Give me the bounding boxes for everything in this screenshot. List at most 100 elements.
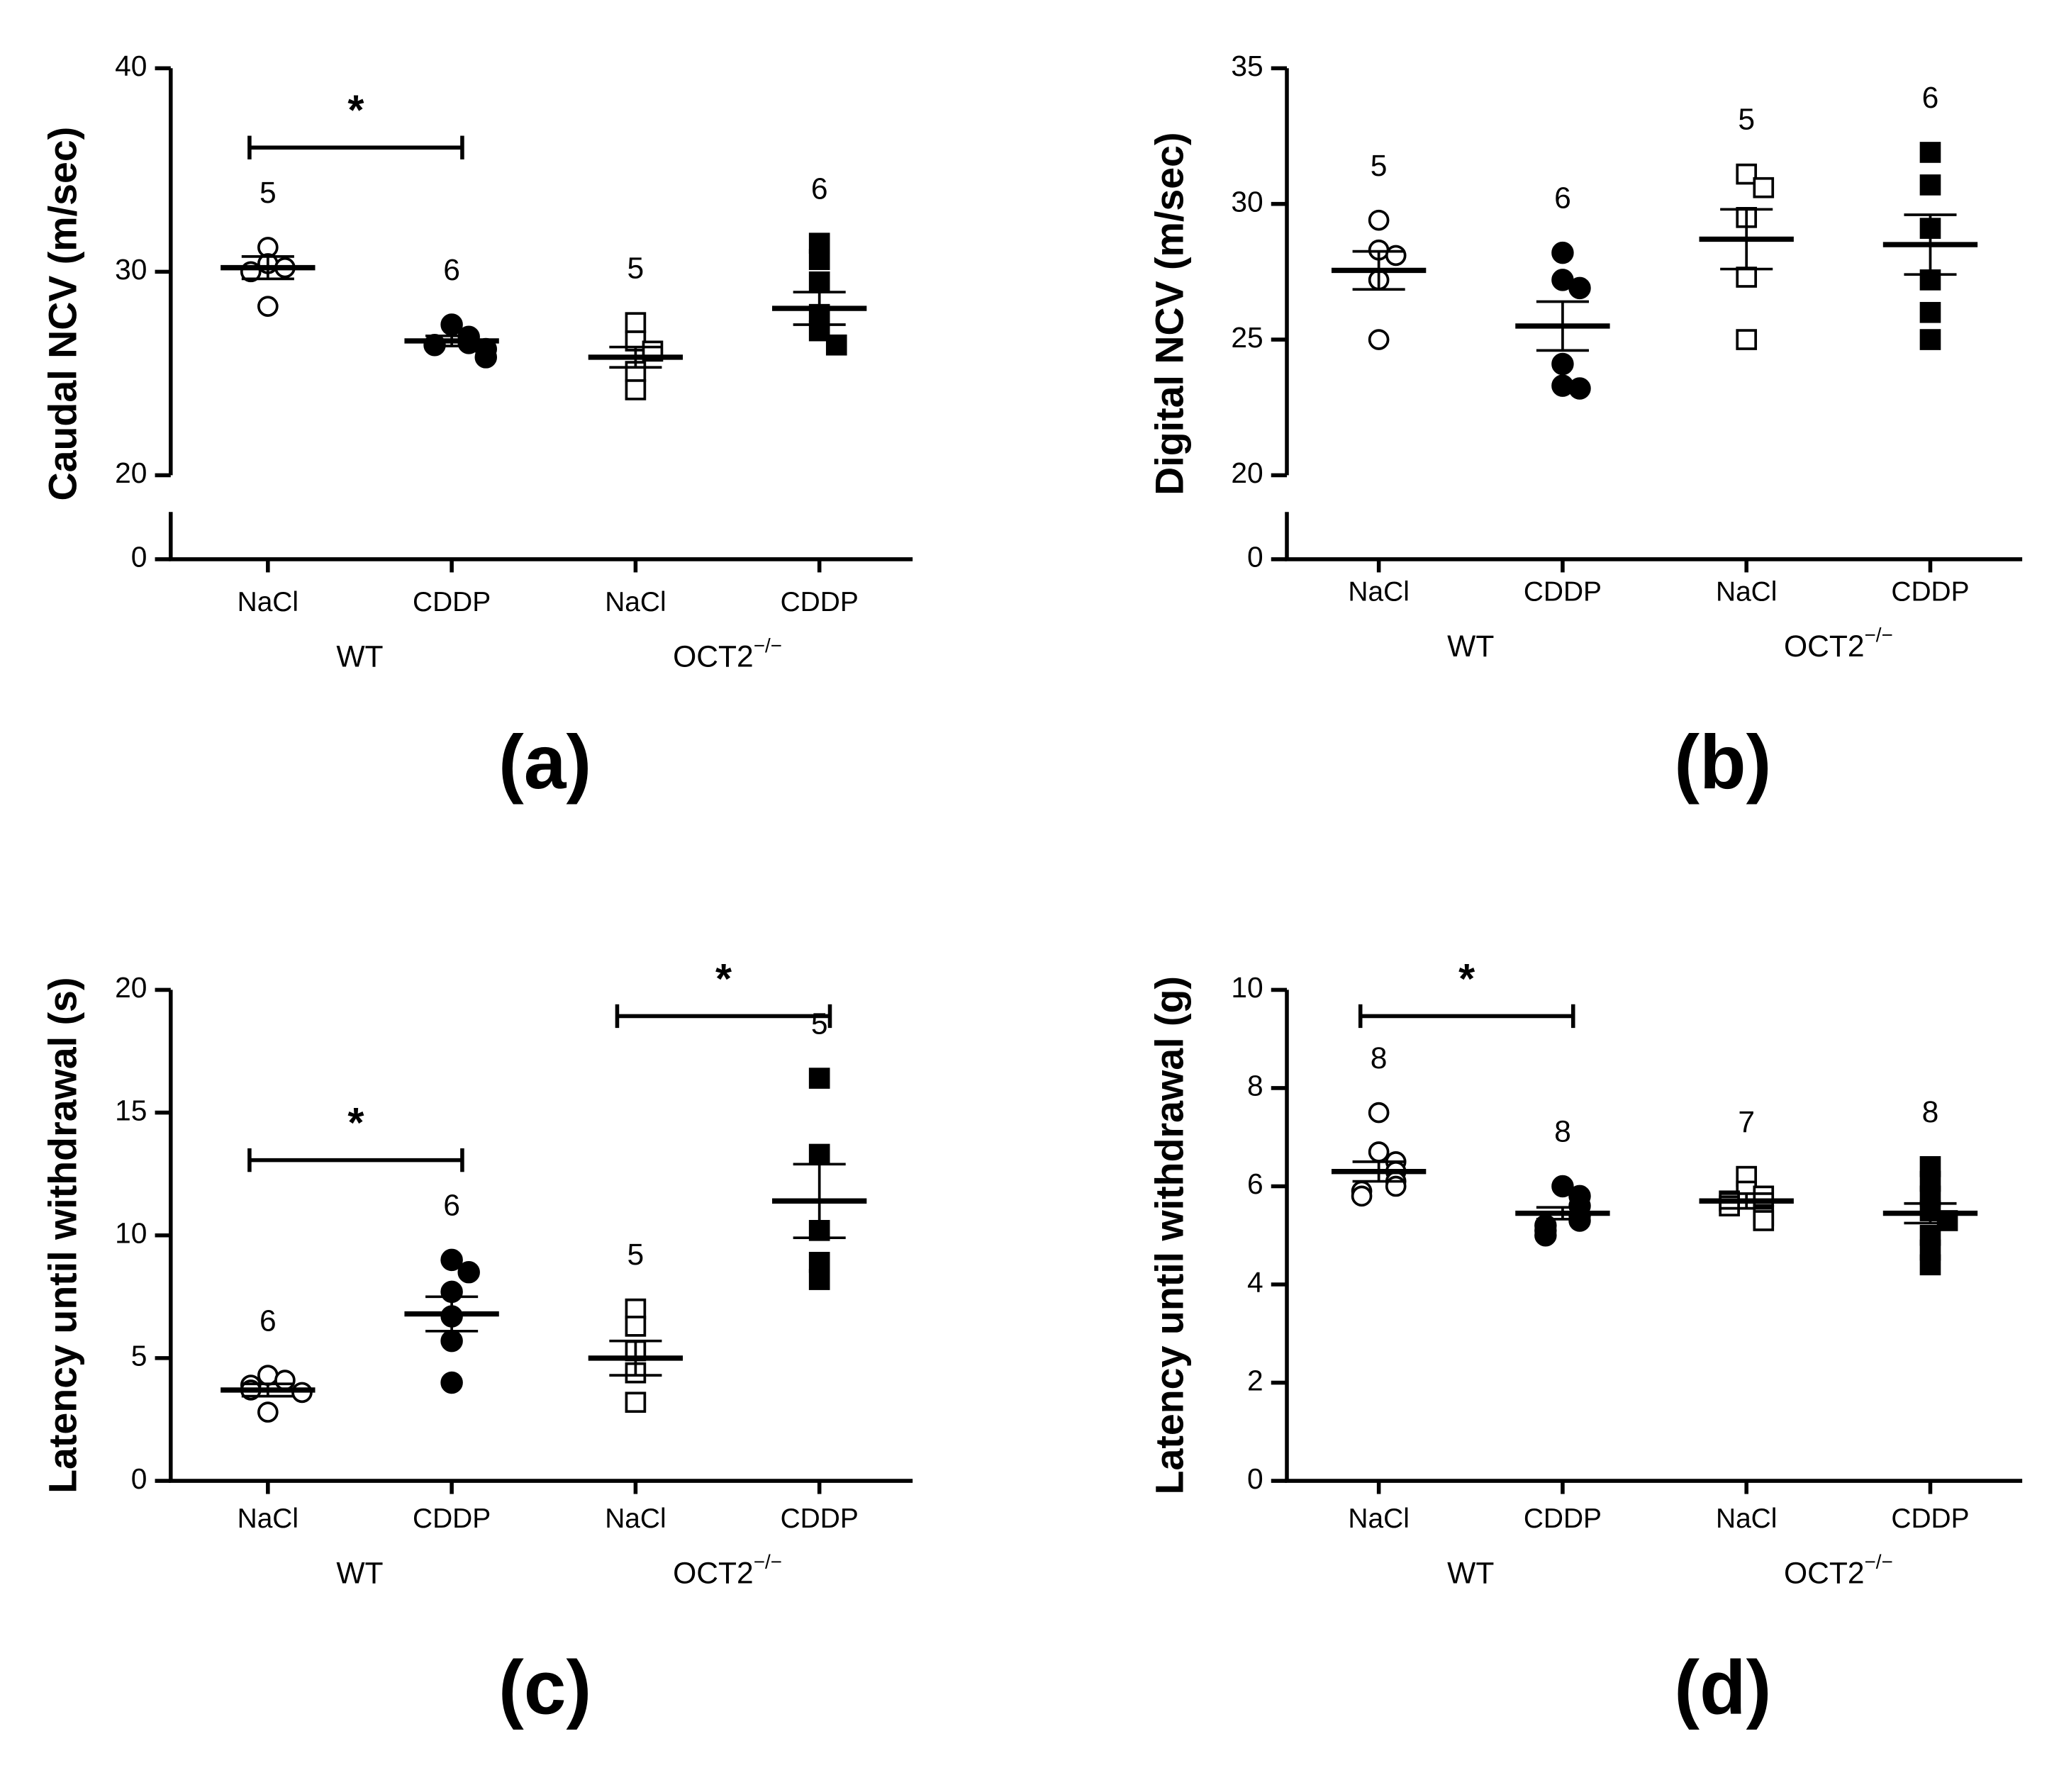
n-label: 6 bbox=[811, 172, 828, 206]
n-label: 6 bbox=[1922, 81, 1939, 115]
data-point bbox=[1568, 276, 1591, 300]
data-point bbox=[1736, 163, 1758, 185]
panel-label: (a) bbox=[498, 719, 591, 805]
group-label: OCT2−/− bbox=[673, 634, 782, 674]
x-tick-label: CDDP bbox=[1891, 576, 1969, 607]
group-superscript: −/− bbox=[1865, 1551, 1893, 1573]
data-point bbox=[1919, 174, 1941, 196]
group-name: OCT2 bbox=[673, 640, 754, 674]
group-label: OCT2−/− bbox=[1784, 625, 1893, 664]
n-label: 8 bbox=[1371, 1041, 1388, 1075]
n-label: 7 bbox=[1738, 1105, 1755, 1139]
x-tick-label: NaCl bbox=[1348, 1503, 1409, 1534]
data-point bbox=[1368, 1141, 1390, 1163]
y-tick-label: 6 bbox=[1247, 1167, 1263, 1200]
y-tick-label: 20 bbox=[115, 457, 147, 489]
n-label: 6 bbox=[1554, 181, 1571, 215]
data-point bbox=[1368, 329, 1390, 350]
group-name: OCT2 bbox=[1784, 629, 1865, 663]
group-name: WT bbox=[1447, 629, 1494, 663]
y-tick-label: 20 bbox=[1231, 457, 1263, 489]
data-point bbox=[1919, 301, 1941, 323]
significance-label: * bbox=[347, 86, 364, 134]
data-point bbox=[625, 1391, 647, 1413]
panel-label: (c) bbox=[498, 1645, 591, 1730]
panel: 20 25 30 35 0 Digital NCV (m/sec) NaCl CDDP NaCl… bbox=[1148, 50, 2023, 805]
data-point bbox=[257, 1365, 279, 1386]
data-point bbox=[1919, 329, 1941, 350]
y-tick-label: 15 bbox=[115, 1094, 147, 1126]
x-tick-label: CDDP bbox=[781, 587, 859, 617]
n-label: 6 bbox=[260, 1304, 277, 1338]
y-tick-label: 30 bbox=[115, 253, 147, 286]
n-label: 5 bbox=[1738, 103, 1755, 137]
data-point bbox=[1351, 1185, 1373, 1207]
x-tick-label: NaCl bbox=[238, 1503, 298, 1534]
y-tick-label: 40 bbox=[115, 50, 147, 82]
y-axis-title: Caudal NCV (m/sec) bbox=[40, 127, 84, 501]
data-point bbox=[257, 1401, 279, 1423]
data-point bbox=[1568, 377, 1591, 400]
data-point bbox=[1534, 1224, 1557, 1247]
group-label: WT bbox=[1447, 629, 1494, 663]
data-point bbox=[1551, 352, 1574, 376]
significance-label: * bbox=[1458, 955, 1475, 1002]
y-axis-title: Latency until withdrawal (g) bbox=[1148, 976, 1192, 1494]
y-tick-label: 20 bbox=[115, 971, 147, 1004]
y-tick-label: 25 bbox=[1231, 321, 1263, 354]
x-tick-label: CDDP bbox=[781, 1503, 859, 1534]
data-point bbox=[1385, 1175, 1407, 1197]
data-point bbox=[1736, 329, 1758, 350]
y-axis-title: Latency until withdrawal (s) bbox=[40, 978, 84, 1494]
n-label: 5 bbox=[260, 176, 277, 210]
group-label: WT bbox=[336, 640, 383, 674]
y-tick-label: 0 bbox=[1247, 1462, 1263, 1495]
y-tick-label: 0 bbox=[131, 541, 147, 573]
panel: 0 5 10 15 20 Latency until withdrawal (s) NaCl… bbox=[40, 955, 913, 1730]
group-name: WT bbox=[336, 640, 383, 674]
x-tick-label: NaCl bbox=[605, 587, 666, 617]
x-tick-label: CDDP bbox=[1891, 1503, 1969, 1534]
n-label: 5 bbox=[627, 1238, 645, 1272]
data-point bbox=[474, 346, 498, 369]
n-label: 6 bbox=[443, 1189, 460, 1223]
data-point bbox=[808, 249, 830, 270]
data-point bbox=[1736, 267, 1758, 288]
n-label: 8 bbox=[1554, 1115, 1571, 1149]
data-point bbox=[1551, 241, 1574, 264]
data-point bbox=[457, 1260, 480, 1284]
group-name: WT bbox=[1447, 1557, 1494, 1591]
data-point bbox=[808, 271, 830, 293]
x-tick-label: CDDP bbox=[1524, 576, 1602, 607]
x-tick-label: NaCl bbox=[238, 587, 298, 617]
group-label: OCT2−/− bbox=[673, 1551, 782, 1591]
data-point bbox=[1368, 1102, 1390, 1124]
significance-label: * bbox=[347, 1099, 364, 1146]
panel-label: (d) bbox=[1674, 1645, 1771, 1730]
y-tick-label: 10 bbox=[1231, 971, 1263, 1004]
group-name: OCT2 bbox=[673, 1557, 754, 1591]
group-name: WT bbox=[336, 1557, 383, 1591]
group-label: WT bbox=[336, 1557, 383, 1591]
x-tick-label: NaCl bbox=[605, 1503, 666, 1534]
data-point bbox=[1753, 1210, 1775, 1231]
data-point bbox=[1368, 209, 1390, 231]
significance-label: * bbox=[715, 955, 732, 1002]
panel-label: (b) bbox=[1674, 719, 1771, 805]
y-tick-label: 0 bbox=[131, 1462, 147, 1495]
x-tick-label: NaCl bbox=[1716, 1503, 1777, 1534]
n-label: 5 bbox=[811, 1007, 828, 1041]
data-point bbox=[274, 1370, 296, 1391]
y-tick-label: 5 bbox=[131, 1340, 147, 1372]
group-label: OCT2−/− bbox=[1784, 1551, 1893, 1591]
data-point bbox=[1919, 142, 1941, 163]
data-point bbox=[625, 379, 647, 401]
x-tick-label: CDDP bbox=[413, 587, 491, 617]
data-point bbox=[440, 313, 463, 336]
x-tick-label: CDDP bbox=[1524, 1503, 1602, 1534]
y-tick-label: 35 bbox=[1231, 50, 1263, 82]
panel: 20 30 40 0 Caudal NCV (m/sec) NaCl CDDP NaCl CDD… bbox=[40, 50, 913, 805]
group-label: WT bbox=[1447, 1557, 1494, 1591]
n-label: 6 bbox=[443, 253, 460, 287]
y-tick-label: 8 bbox=[1247, 1070, 1263, 1102]
